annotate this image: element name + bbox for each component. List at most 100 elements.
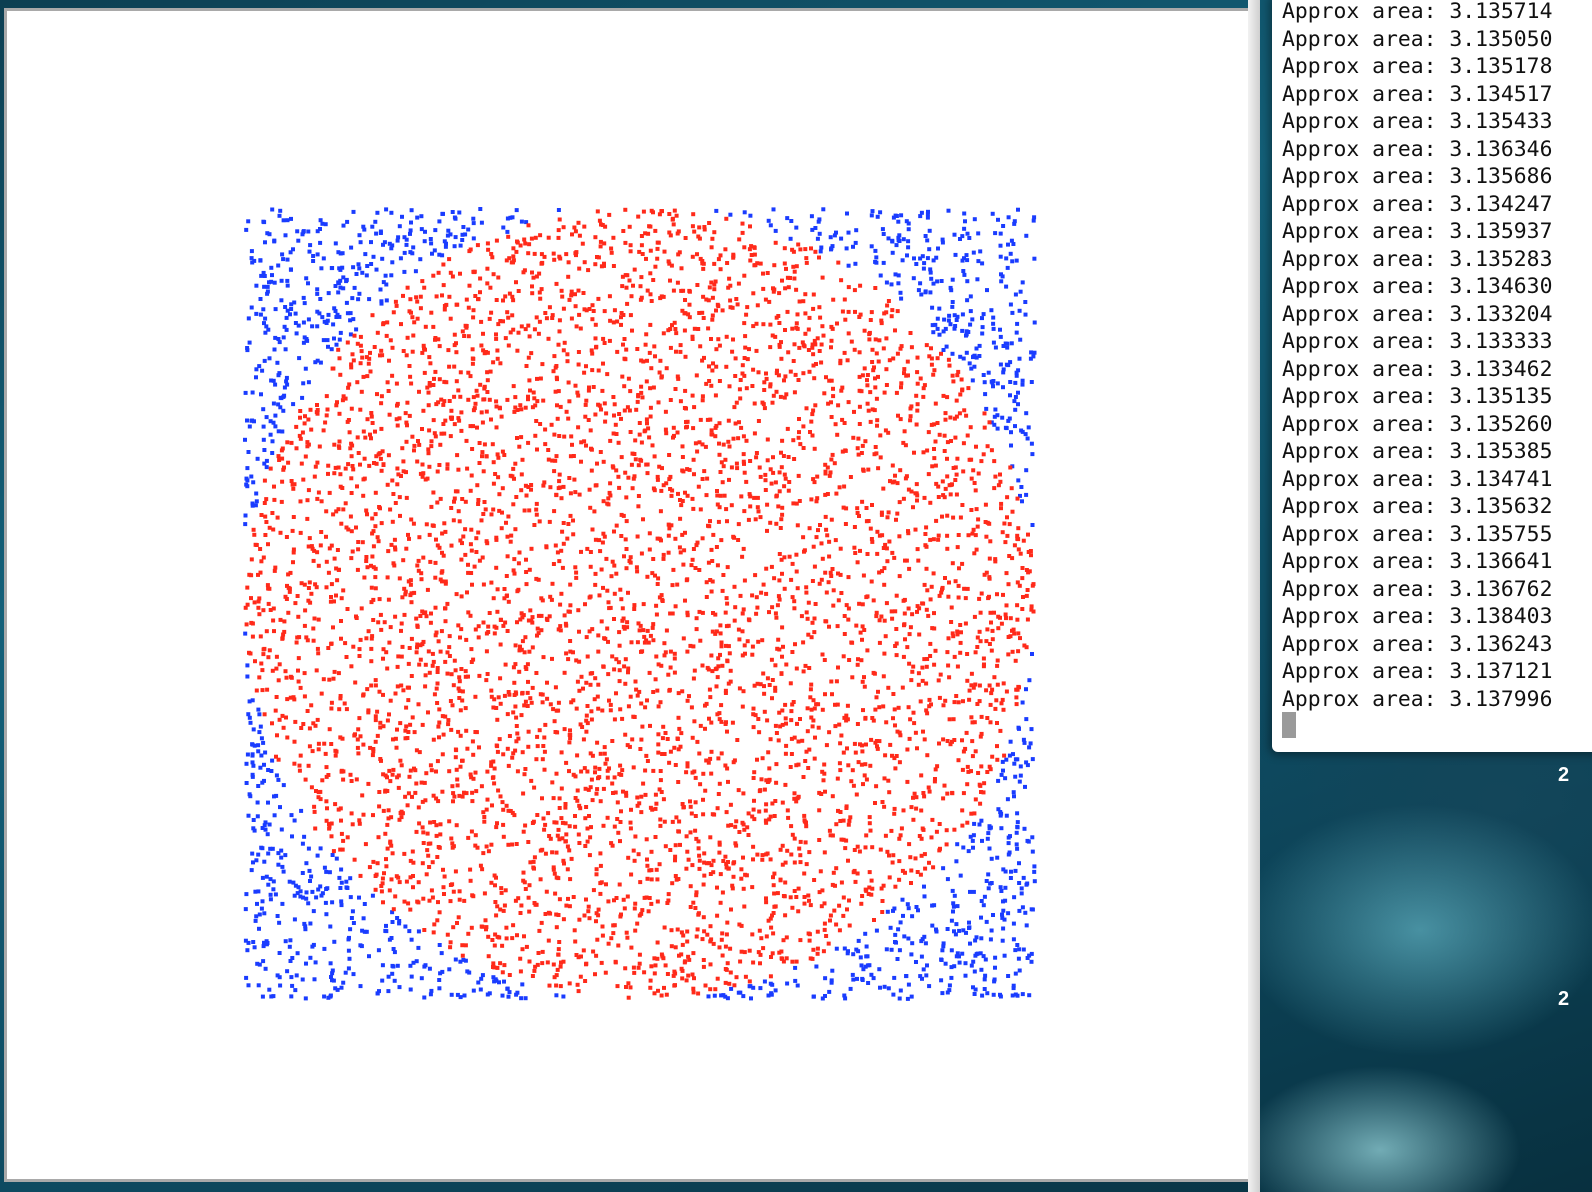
point-outside xyxy=(1000,274,1005,279)
point-inside xyxy=(988,539,993,544)
point-inside xyxy=(619,322,623,327)
point-inside xyxy=(613,790,618,795)
point-inside xyxy=(588,550,593,554)
point-outside xyxy=(279,278,284,283)
point-inside xyxy=(789,752,794,756)
point-inside xyxy=(702,851,707,856)
point-inside xyxy=(925,753,930,758)
point-inside xyxy=(945,456,949,461)
point-inside xyxy=(362,456,367,461)
point-inside xyxy=(740,611,745,616)
point-inside xyxy=(395,727,399,732)
point-inside xyxy=(449,727,454,732)
point-inside xyxy=(294,424,299,429)
point-inside xyxy=(331,512,336,517)
point-inside xyxy=(723,610,728,615)
point-inside xyxy=(507,973,512,977)
point-inside xyxy=(431,659,436,664)
point-inside xyxy=(741,791,746,796)
point-inside xyxy=(455,777,460,782)
point-inside xyxy=(773,904,778,909)
point-inside xyxy=(794,799,799,804)
point-inside xyxy=(513,898,518,903)
point-inside xyxy=(283,594,288,599)
point-outside xyxy=(253,889,258,894)
point-inside xyxy=(952,700,957,705)
point-inside xyxy=(864,833,869,838)
point-outside xyxy=(294,331,299,336)
point-inside xyxy=(943,698,948,703)
point-outside xyxy=(251,826,256,831)
point-inside xyxy=(874,784,879,789)
point-inside xyxy=(725,659,730,664)
point-inside xyxy=(316,563,321,568)
point-inside xyxy=(800,340,805,345)
point-inside xyxy=(311,558,316,563)
point-inside xyxy=(956,369,961,374)
point-inside xyxy=(343,396,348,401)
point-inside xyxy=(664,431,669,436)
point-inside xyxy=(737,237,742,242)
point-inside xyxy=(764,371,768,376)
point-inside xyxy=(1008,634,1013,639)
point-inside xyxy=(796,378,801,382)
point-inside xyxy=(469,775,474,780)
point-inside xyxy=(841,895,846,900)
point-inside xyxy=(924,664,929,669)
point-inside xyxy=(676,829,681,834)
point-inside xyxy=(387,412,392,417)
point-inside xyxy=(536,577,541,582)
point-outside xyxy=(554,993,559,998)
point-inside xyxy=(860,637,864,642)
point-inside xyxy=(671,222,676,227)
point-inside xyxy=(925,588,930,593)
point-outside xyxy=(1024,923,1029,928)
point-inside xyxy=(554,454,559,459)
point-inside xyxy=(908,855,913,860)
point-inside xyxy=(929,584,934,589)
point-inside xyxy=(576,288,581,293)
point-inside xyxy=(262,478,267,483)
point-outside xyxy=(254,283,259,288)
point-inside xyxy=(905,359,910,364)
point-inside xyxy=(933,777,937,781)
point-inside xyxy=(688,643,693,648)
point-inside xyxy=(614,523,619,528)
point-inside xyxy=(437,545,442,550)
point-inside xyxy=(770,951,775,956)
point-inside xyxy=(822,921,827,926)
point-outside xyxy=(854,228,859,233)
point-inside xyxy=(501,298,505,303)
point-inside xyxy=(440,789,445,794)
point-inside xyxy=(755,303,760,308)
point-inside xyxy=(1004,571,1009,576)
point-inside xyxy=(454,767,459,772)
point-inside xyxy=(624,793,629,798)
point-inside xyxy=(765,528,769,533)
point-inside xyxy=(668,749,673,754)
point-inside xyxy=(564,832,569,837)
point-inside xyxy=(349,664,354,669)
point-inside xyxy=(510,313,515,318)
point-inside xyxy=(292,482,297,487)
point-outside xyxy=(1012,221,1017,226)
point-outside xyxy=(306,846,311,851)
point-inside xyxy=(389,877,394,882)
point-inside xyxy=(471,424,475,429)
point-inside xyxy=(815,946,820,951)
point-outside xyxy=(279,298,284,303)
point-inside xyxy=(892,555,897,560)
point-outside xyxy=(977,354,982,358)
point-outside xyxy=(1030,849,1035,854)
point-inside xyxy=(818,869,823,874)
point-inside xyxy=(405,335,410,340)
point-inside xyxy=(538,877,543,882)
point-inside xyxy=(724,216,729,221)
point-inside xyxy=(814,535,819,540)
point-outside xyxy=(971,959,976,964)
point-outside xyxy=(906,906,911,911)
point-outside xyxy=(315,309,320,314)
point-inside xyxy=(437,463,442,467)
point-inside xyxy=(397,576,402,581)
point-inside xyxy=(334,566,339,571)
